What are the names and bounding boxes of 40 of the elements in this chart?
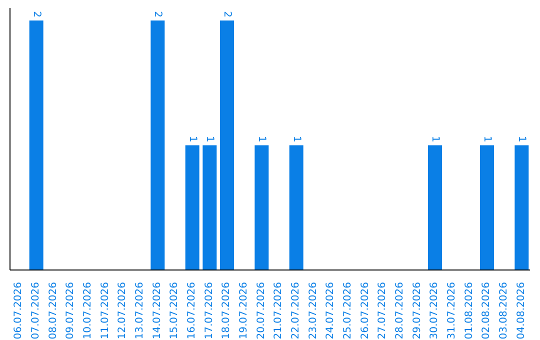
data-label: 1 — [204, 136, 216, 142]
x-tick-label: 08.07.2026 — [48, 282, 59, 340]
x-tick-label: 19.07.2026 — [238, 282, 250, 340]
data-label: 2 — [152, 11, 164, 18]
x-tick-label: 23.07.2026 — [308, 282, 319, 340]
x-tick-label: 20.07.2026 — [256, 282, 267, 340]
x-tick-label: 17.07.2026 — [204, 282, 215, 340]
x-tick-label: 27.07.2026 — [377, 282, 388, 340]
x-tick-label: 11.07.2026 — [100, 282, 111, 340]
data-label: 1 — [186, 136, 198, 142]
x-tick-label: 16.07.2026 — [186, 282, 198, 340]
x-tick-label: 13.07.2026 — [134, 282, 146, 340]
x-tick-label: 18.07.2026 — [221, 282, 232, 340]
x-tick-label: 21.07.2026 — [273, 282, 284, 340]
x-tick-label: 07.07.2026 — [30, 282, 42, 340]
x-tick-label: 29.07.2026 — [412, 282, 423, 340]
data-label: 1 — [256, 136, 268, 142]
x-tick-label: 03.08.2026 — [498, 282, 510, 340]
x-tick-label: 10.07.2026 — [82, 282, 94, 340]
x-tick-label: 09.07.2026 — [65, 282, 76, 340]
x-tick-label: 01.08.2026 — [464, 282, 475, 340]
x-tick-label: 24.07.2026 — [325, 282, 336, 340]
x-tick-label: 14.07.2026 — [152, 282, 163, 340]
x-tick-label: 02.08.2026 — [481, 282, 492, 340]
data-label: 1 — [516, 136, 528, 142]
x-tick-label: 25.07.2026 — [342, 282, 354, 340]
x-tick-label: 30.07.2026 — [429, 282, 440, 340]
x-tick-label: 31.07.2026 — [446, 282, 458, 340]
data-label: 1 — [430, 136, 440, 142]
x-tick-label: 06.07.2026 — [13, 282, 24, 340]
data-label: 1 — [482, 136, 492, 142]
x-tick-label: 15.07.2026 — [169, 282, 180, 340]
data-label: 2 — [30, 11, 42, 18]
x-tick-label: 22.07.2026 — [290, 282, 302, 340]
data-label: 2 — [222, 11, 232, 18]
x-tick-label: 28.07.2026 — [394, 282, 406, 340]
x-tick-label: 12.07.2026 — [117, 282, 128, 340]
x-tick-label: 26.07.2026 — [360, 282, 371, 340]
x-tick-label: 04.08.2026 — [516, 282, 527, 340]
data-label: 1 — [290, 136, 302, 142]
